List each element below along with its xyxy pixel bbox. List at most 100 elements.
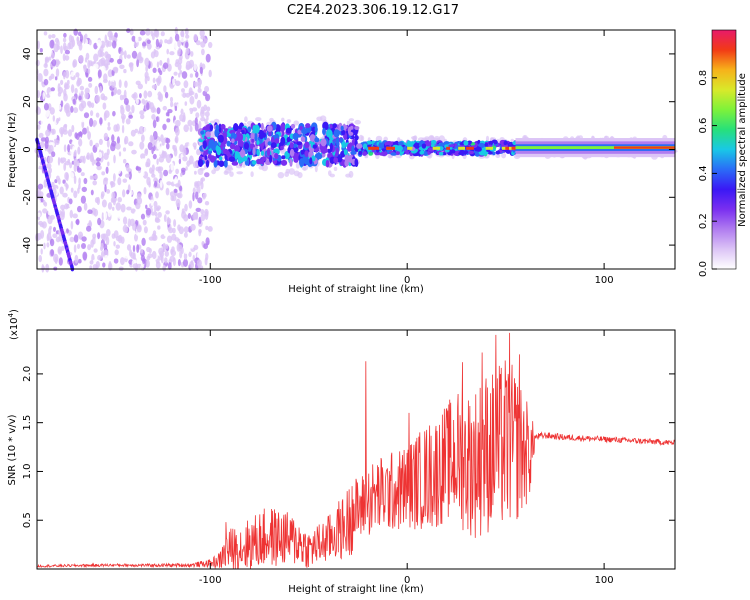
noise-blob <box>158 93 163 102</box>
colorbar-tick-label: 0.0 <box>698 261 709 277</box>
noise-blob <box>181 88 185 93</box>
band-blob <box>311 155 316 162</box>
band-blob <box>289 142 294 149</box>
noise-blob <box>188 181 195 188</box>
noise-blob <box>97 151 103 159</box>
band-halo-blob <box>255 117 262 122</box>
noise-blob <box>189 261 195 269</box>
noise-blob <box>102 96 108 101</box>
noise-blob <box>180 36 185 43</box>
noise-blob <box>124 173 130 178</box>
band-halo-blob <box>293 120 300 126</box>
band-core <box>407 146 413 150</box>
noise-blob <box>78 95 82 101</box>
band-blob <box>421 143 427 149</box>
noise-blob <box>204 201 210 206</box>
noise-blob <box>139 103 145 111</box>
noise-blob <box>83 202 88 211</box>
noise-blob <box>172 145 177 152</box>
noise-blob <box>152 77 156 84</box>
noise-blob <box>83 34 86 44</box>
noise-blob <box>96 39 102 48</box>
noise-blob <box>193 62 197 72</box>
noise-blob <box>99 85 103 94</box>
noise-blob <box>123 50 127 60</box>
noise-blob <box>102 262 106 268</box>
noise-blob <box>172 257 176 267</box>
noise-blob <box>131 149 137 155</box>
band-halo-blob <box>281 117 285 122</box>
noise-blob <box>164 250 169 257</box>
band-blob <box>256 140 260 146</box>
noise-blob <box>107 126 111 131</box>
band-blob <box>339 137 344 144</box>
band-blob <box>281 155 286 160</box>
noise-blob <box>132 223 137 231</box>
noise-blob <box>48 56 52 61</box>
noise-blob <box>110 238 115 247</box>
noise-blob <box>156 61 160 68</box>
noise-blob <box>194 122 199 132</box>
noise-blob <box>69 209 74 219</box>
band-halo-blob <box>295 161 300 169</box>
noise-blob <box>138 126 145 135</box>
band-blob <box>475 146 482 152</box>
noise-blob <box>148 236 154 241</box>
noise-blob <box>122 147 127 152</box>
noise-blob <box>163 169 169 177</box>
band-blob <box>309 134 316 142</box>
noise-blob <box>108 261 112 269</box>
noise-blob <box>187 213 191 219</box>
band-blob <box>243 155 248 162</box>
band-blob <box>280 136 286 146</box>
spectrogram-y-axis-label: Frequency (Hz) <box>7 112 18 188</box>
noise-blob <box>63 71 66 80</box>
noise-blob <box>83 216 89 224</box>
spectrogram-x-ticks: -100 0 100 <box>199 30 614 286</box>
noise-blob <box>162 264 166 272</box>
noise-blob <box>89 265 93 270</box>
noise-blob <box>117 94 120 102</box>
noise-blob <box>159 60 163 66</box>
noise-blob <box>170 101 174 108</box>
noise-blob <box>49 225 52 230</box>
noise-blob <box>178 57 183 65</box>
noise-blob <box>42 116 48 121</box>
noise-blob <box>106 189 111 194</box>
noise-blob <box>100 57 106 66</box>
noise-blob <box>179 185 183 192</box>
noise-blob <box>52 134 58 140</box>
band-blob <box>218 160 225 167</box>
noise-blob <box>166 99 171 108</box>
snr-series-line <box>36 332 676 570</box>
noise-blob <box>73 158 78 166</box>
noise-blob <box>140 114 145 120</box>
noise-blob <box>57 86 64 94</box>
noise-blob <box>139 30 146 36</box>
noise-blob <box>192 142 197 148</box>
band-core <box>505 146 510 150</box>
noise-blob <box>111 206 115 211</box>
noise-blob <box>106 139 110 148</box>
noise-blob <box>174 183 181 188</box>
noise-blob <box>145 207 152 216</box>
band-blob <box>205 131 211 138</box>
noise-blob <box>97 232 101 240</box>
noise-blob <box>104 34 108 44</box>
band-blob <box>255 158 263 165</box>
noise-blob <box>152 153 157 160</box>
noise-blob <box>175 168 180 175</box>
noise-blob <box>205 252 209 261</box>
noise-blob <box>141 171 145 177</box>
noise-blob <box>60 100 64 108</box>
noise-blob <box>58 257 63 266</box>
band-halo-blob <box>224 169 232 174</box>
noise-blob <box>111 75 115 83</box>
noise-blob <box>69 172 75 180</box>
band-halo-blob <box>501 152 507 159</box>
noise-blob <box>39 191 44 198</box>
noise-blob <box>162 105 167 111</box>
noise-blob <box>208 41 213 49</box>
noise-blob <box>37 40 40 50</box>
